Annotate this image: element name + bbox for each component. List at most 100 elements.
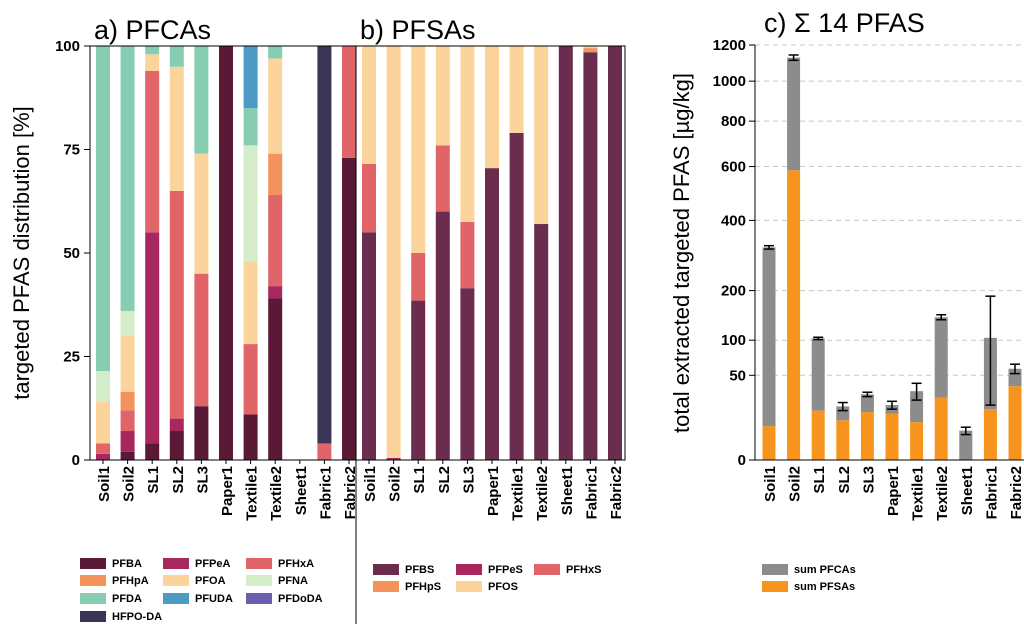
category-label: Fabric1 [583,466,600,519]
y-tick-label: 600 [721,159,746,176]
bar-segment [243,414,258,460]
panel-a: Soil1 Soil2 SL1 SL2 SL3 Paper1 Textile1 Textile… [9,15,359,521]
legend-label: PFDoDA [278,593,323,605]
legend-label: PFBS [405,564,434,576]
category-label: Soil2 [121,466,138,502]
category-label: Sheet1 [959,466,976,515]
bar-segment [120,410,135,432]
bar-segment [317,443,332,460]
bar-segment [386,46,401,458]
legend-a: PFBA PFPeA PFHxA PFHpA PFOA PFNA PFDA PFUDA PFDo… [80,558,323,623]
bar-segment [96,46,110,371]
bar-segment [268,58,283,154]
bar-segment [485,46,499,169]
bar-segment [120,431,135,452]
bar-segment [934,397,948,460]
bar-segment [534,46,549,225]
legend-swatch [246,575,272,586]
bar-segment [194,406,209,460]
bar-segment [762,247,776,427]
category-label: SL1 [411,466,428,494]
legend-swatch [246,593,272,604]
legend-swatch [456,564,482,575]
panel-title: a) PFCAs [94,15,211,45]
legend-label: PFHpA [112,575,149,587]
legend-swatch [373,581,399,592]
category-label: Textile2 [934,466,951,521]
y-tick-label: 50 [729,367,746,384]
legend-label: sum PFSAs [794,581,855,593]
bar-segment [762,426,776,460]
y-tick-label: 1200 [713,37,746,54]
category-label: Soil1 [762,466,779,502]
y-tick-label: 75 [63,142,80,159]
legend-swatch [373,564,399,575]
category-label: Soil1 [96,466,113,502]
y-tick-label: 50 [63,245,80,262]
category-label: Fabric2 [1008,466,1024,519]
bar-segment [460,46,475,222]
y-axis-label: total extracted targeted PFAS [µg/kg] [669,73,694,433]
bar-segment [268,46,283,59]
category-label: Paper1 [219,466,236,516]
bar-segment [583,46,598,49]
legend-c: sum PFCAs sum PFSAs [762,564,856,593]
bar-segment [983,409,997,460]
bar-segment [342,46,356,158]
bar-segment [317,46,332,444]
legend-swatch [163,575,189,586]
bar-segment [386,457,401,460]
legend-swatch [456,581,482,592]
category-label: Textile1 [510,466,527,521]
category-label: Textile1 [910,466,927,521]
bar-segment [885,413,899,460]
y-tick-label: 25 [63,349,80,366]
bar-segment [558,46,573,460]
legend-label: PFHpS [405,581,441,593]
category-label: Soil1 [362,466,379,502]
bar-segment [959,430,973,460]
bar-segment [1008,386,1022,460]
category-label: Textile1 [244,466,261,521]
bar-segment [811,410,825,460]
bar-segment [435,46,450,146]
category-label: Paper1 [485,466,502,516]
legend-label: PFOA [195,575,226,587]
category-label: SL1 [811,466,828,494]
legend-swatch [80,575,106,586]
y-axis-label: targeted PFAS distribution [%] [9,106,34,400]
bar-segment [910,422,924,460]
bar-segment [860,412,874,460]
y-tick-label: 100 [721,332,746,349]
legend-label: PFPeA [195,558,231,570]
bar-segment [243,108,258,146]
category-label: Textile2 [268,466,285,521]
bar-segment [362,46,376,164]
category-label: Fabric2 [608,466,625,519]
bar-segment [460,288,475,460]
legend-swatch [762,564,788,575]
bar-segment [169,66,184,191]
legend-swatch [534,564,560,575]
bar-segment [120,391,135,411]
plot-frame [355,45,626,461]
bar-segment [194,46,209,154]
category-label: SL2 [436,466,453,494]
category-label: SL1 [145,466,162,494]
bar-segment [583,52,598,461]
legend-swatch [762,581,788,592]
y-tick-label: 1000 [713,73,746,90]
bar-segment [460,221,475,289]
bar-segment [169,46,184,67]
legend-label: PFOS [488,581,518,593]
bar-segment [910,391,924,423]
bar-segment [120,335,135,392]
bar-segment [934,317,948,398]
y-tick-label: 200 [721,283,746,300]
category-label: SL2 [836,466,853,494]
category-label: Sheet1 [293,466,310,515]
bar-segment [534,224,549,460]
bar-segment [509,132,524,460]
category-label: SL3 [860,466,877,494]
